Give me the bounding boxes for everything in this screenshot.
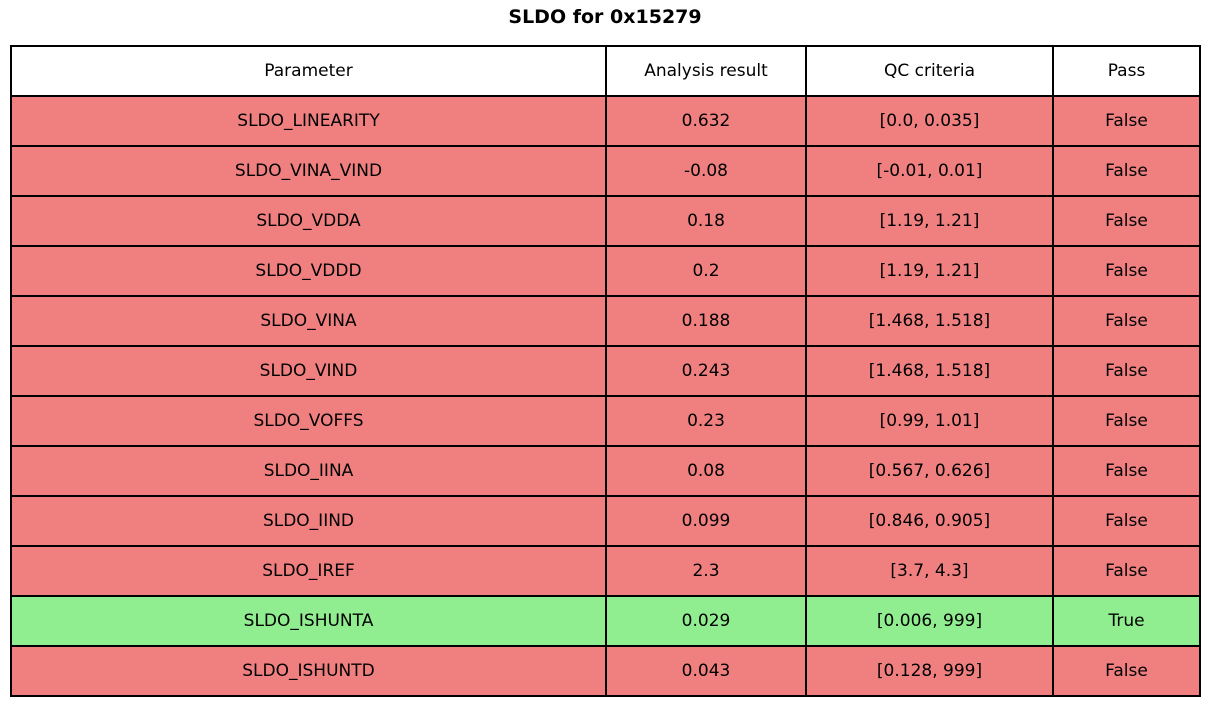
table-header: Parameter Analysis result QC criteria Pass: [10, 45, 1201, 97]
parameter-cell: SLDO_VINA: [10, 295, 607, 347]
parameter-cell: SLDO_ISHUNTD: [10, 645, 607, 697]
criteria-cell: [3.7, 4.3]: [805, 545, 1054, 597]
qc-results-table: Parameter Analysis result QC criteria Pass …: [10, 45, 1201, 697]
parameter-cell: SLDO_VOFFS: [10, 395, 607, 447]
pass-cell: False: [1052, 145, 1201, 197]
result-cell: 0.043: [605, 645, 807, 697]
pass-cell: False: [1052, 195, 1201, 247]
result-cell: 2.3: [605, 545, 807, 597]
result-cell: 0.18: [605, 195, 807, 247]
parameter-cell: SLDO_IINA: [10, 445, 607, 497]
table-row: SLDO_VDDA 0.18 [1.19, 1.21] False: [10, 195, 1201, 247]
criteria-cell: [1.19, 1.21]: [805, 245, 1054, 297]
result-cell: 0.2: [605, 245, 807, 297]
table-row: SLDO_ISHUNTD 0.043 [0.128, 999] False: [10, 645, 1201, 697]
table-row: SLDO_IINA 0.08 [0.567, 0.626] False: [10, 445, 1201, 497]
result-cell: 0.23: [605, 395, 807, 447]
pass-cell: False: [1052, 95, 1201, 147]
parameter-cell: SLDO_LINEARITY: [10, 95, 607, 147]
criteria-cell: [0.006, 999]: [805, 595, 1054, 647]
page-title: SLDO for 0x15279: [508, 6, 702, 28]
result-cell: 0.188: [605, 295, 807, 347]
criteria-cell: [0.0, 0.035]: [805, 95, 1054, 147]
table-row: SLDO_VINA_VIND -0.08 [-0.01, 0.01] False: [10, 145, 1201, 197]
table-row: SLDO_LINEARITY 0.632 [0.0, 0.035] False: [10, 95, 1201, 147]
parameter-cell: SLDO_VIND: [10, 345, 607, 397]
result-cell: 0.08: [605, 445, 807, 497]
result-cell: 0.099: [605, 495, 807, 547]
criteria-cell: [-0.01, 0.01]: [805, 145, 1054, 197]
column-header-analysis-result: Analysis result: [605, 45, 807, 97]
parameter-cell: SLDO_VDDA: [10, 195, 607, 247]
parameter-cell: SLDO_ISHUNTA: [10, 595, 607, 647]
parameter-cell: SLDO_VDDD: [10, 245, 607, 297]
parameter-cell: SLDO_IIND: [10, 495, 607, 547]
column-header-qc-criteria: QC criteria: [805, 45, 1054, 97]
result-cell: 0.243: [605, 345, 807, 397]
result-cell: -0.08: [605, 145, 807, 197]
criteria-cell: [0.128, 999]: [805, 645, 1054, 697]
criteria-cell: [1.468, 1.518]: [805, 295, 1054, 347]
result-cell: 0.632: [605, 95, 807, 147]
parameter-cell: SLDO_IREF: [10, 545, 607, 597]
pass-cell: True: [1052, 595, 1201, 647]
table-body: SLDO_LINEARITY 0.632 [0.0, 0.035] False SLDO…: [10, 95, 1201, 697]
table-row: SLDO_VOFFS 0.23 [0.99, 1.01] False: [10, 395, 1201, 447]
pass-cell: False: [1052, 495, 1201, 547]
pass-cell: False: [1052, 445, 1201, 497]
table-row: SLDO_VDDD 0.2 [1.19, 1.21] False: [10, 245, 1201, 297]
criteria-cell: [0.99, 1.01]: [805, 395, 1054, 447]
table-row: SLDO_ISHUNTA 0.029 [0.006, 999] True: [10, 595, 1201, 647]
column-header-parameter: Parameter: [10, 45, 607, 97]
table-row: SLDO_IIND 0.099 [0.846, 0.905] False: [10, 495, 1201, 547]
column-header-pass: Pass: [1052, 45, 1201, 97]
result-cell: 0.029: [605, 595, 807, 647]
table-row: SLDO_IREF 2.3 [3.7, 4.3] False: [10, 545, 1201, 597]
parameter-cell: SLDO_VINA_VIND: [10, 145, 607, 197]
criteria-cell: [0.567, 0.626]: [805, 445, 1054, 497]
pass-cell: False: [1052, 295, 1201, 347]
table-row: SLDO_VINA 0.188 [1.468, 1.518] False: [10, 295, 1201, 347]
pass-cell: False: [1052, 345, 1201, 397]
pass-cell: False: [1052, 645, 1201, 697]
criteria-cell: [1.468, 1.518]: [805, 345, 1054, 397]
criteria-cell: [1.19, 1.21]: [805, 195, 1054, 247]
header-row: Parameter Analysis result QC criteria Pass: [10, 45, 1201, 97]
pass-cell: False: [1052, 545, 1201, 597]
pass-cell: False: [1052, 245, 1201, 297]
criteria-cell: [0.846, 0.905]: [805, 495, 1054, 547]
pass-cell: False: [1052, 395, 1201, 447]
table-row: SLDO_VIND 0.243 [1.468, 1.518] False: [10, 345, 1201, 397]
